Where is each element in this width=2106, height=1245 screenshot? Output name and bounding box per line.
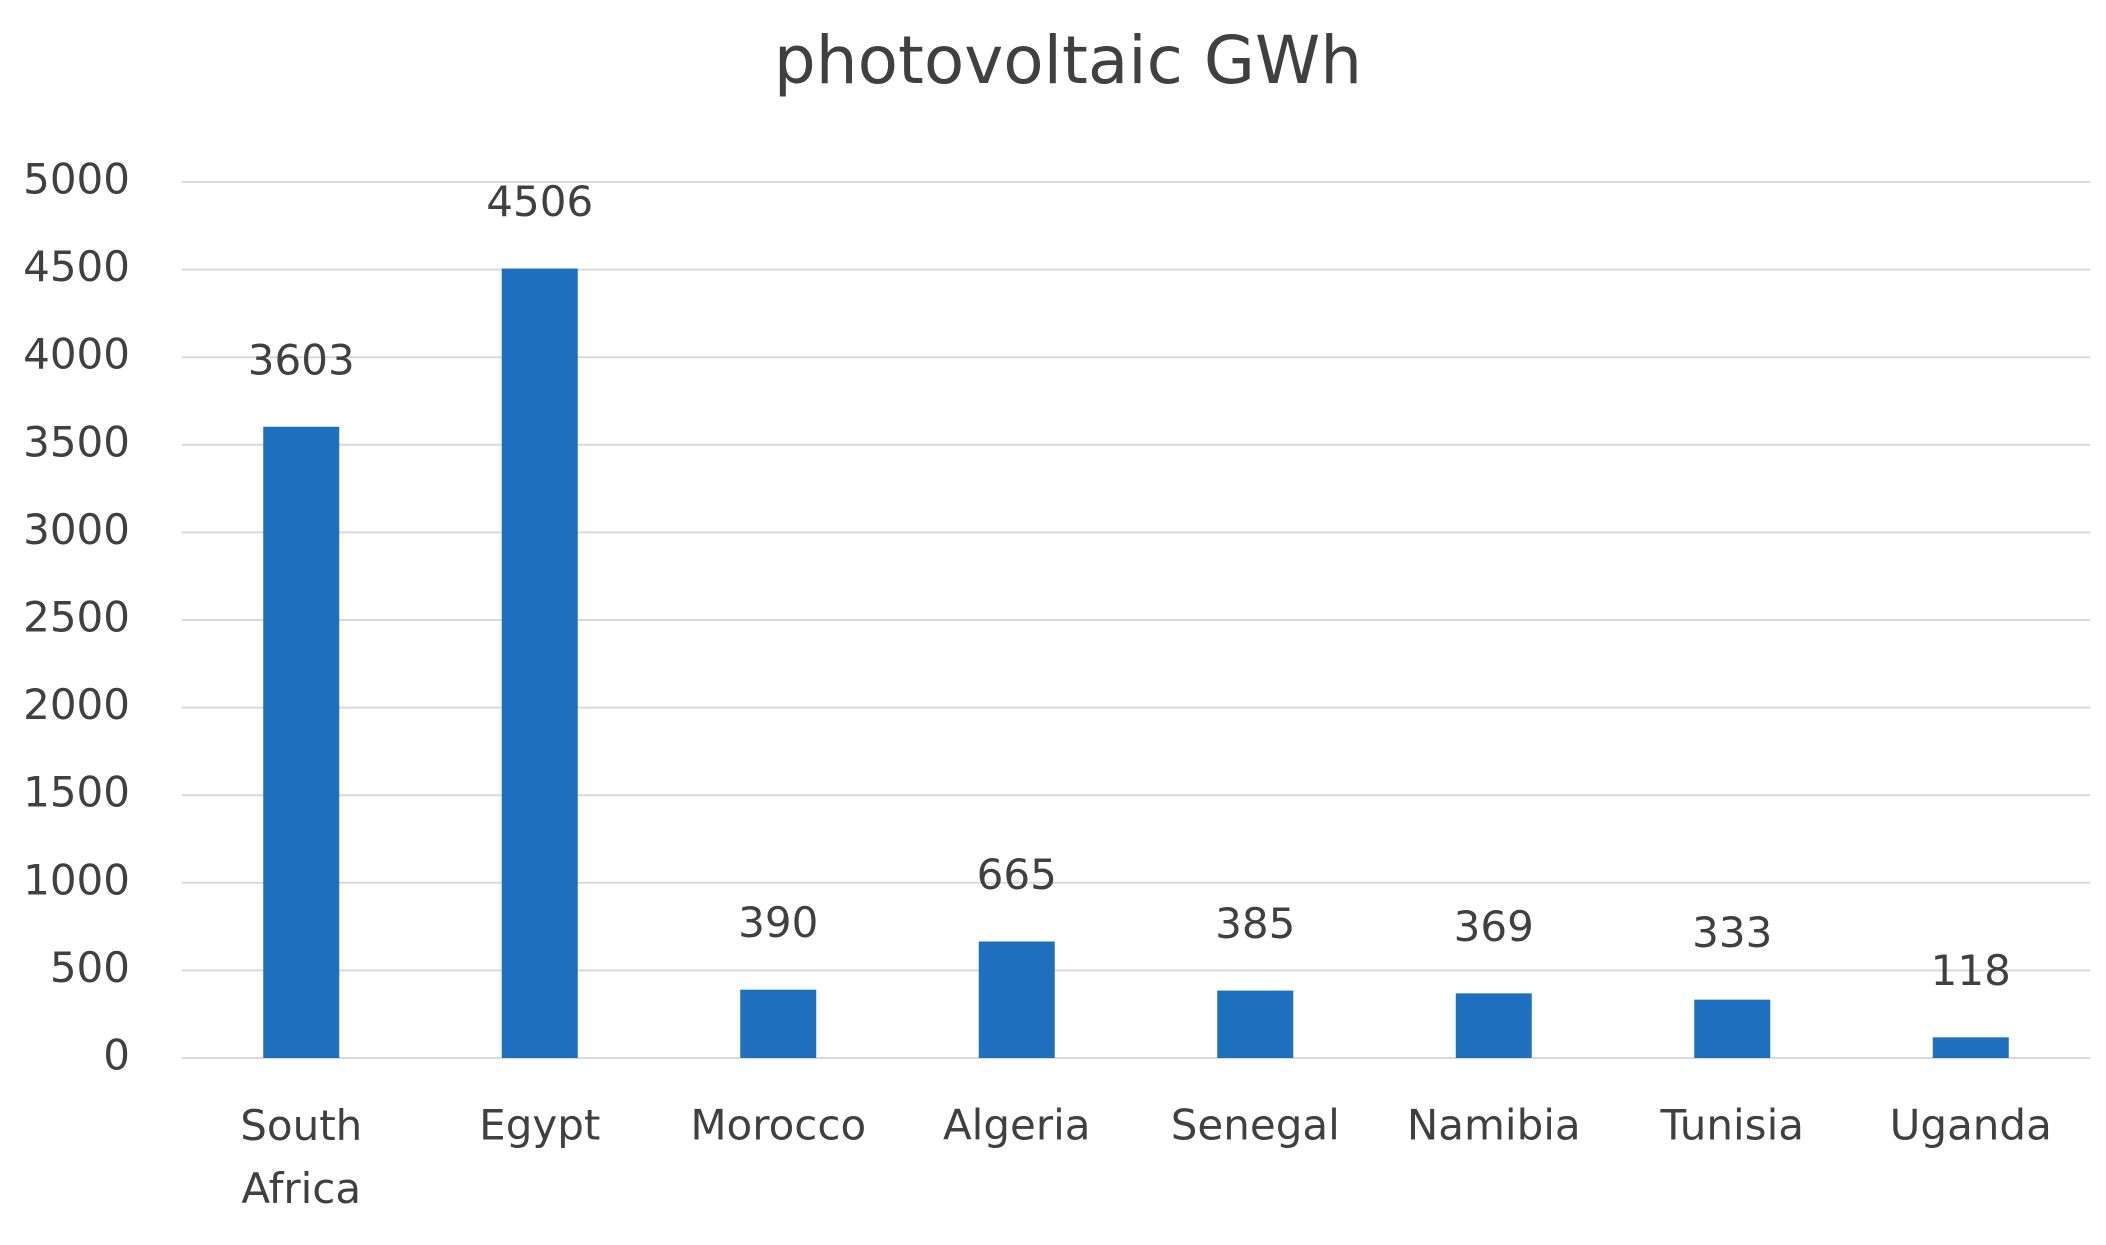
y-tick-label: 3500 [23,417,130,466]
y-tick-label: 4000 [23,330,130,379]
data-label: 4506 [486,177,593,226]
bar [740,989,817,1058]
y-tick-label: 5000 [23,155,130,204]
y-tick-label: 1500 [23,768,130,817]
x-tick-label: Senegal [1171,1101,1340,1150]
bar [501,268,578,1058]
y-tick-label: 1000 [23,855,130,904]
x-tick-label: South Africa [240,1101,362,1213]
y-tick-label: 3000 [23,505,130,554]
data-label: 369 [1454,902,1534,951]
y-tick-label: 2000 [23,680,130,729]
data-label: 3603 [248,335,355,384]
data-label: 385 [1215,899,1295,948]
data-label: 333 [1692,908,1772,957]
y-tick-label: 0 [103,1031,130,1080]
bar [263,426,340,1058]
bar [1694,999,1771,1058]
bar [978,941,1055,1058]
chart-title: photovoltaic GWh [774,22,1362,99]
x-tick-label: Namibia [1407,1101,1581,1150]
bar [1455,993,1532,1058]
data-label: 390 [738,898,818,947]
y-tick-label: 500 [50,943,130,992]
y-tick-label: 2500 [23,593,130,642]
x-tick-label: Egypt [479,1101,600,1150]
bar [1217,990,1294,1058]
data-label: 118 [1931,946,2011,995]
bar [1932,1037,2009,1058]
data-label: 665 [977,850,1057,899]
x-tick-label: Morocco [690,1101,866,1150]
x-tick-label: Tunisia [1660,1101,1804,1150]
x-tick-label: Uganda [1890,1101,2052,1150]
x-tick-label: Algeria [943,1101,1091,1150]
y-tick-label: 4500 [23,242,130,291]
